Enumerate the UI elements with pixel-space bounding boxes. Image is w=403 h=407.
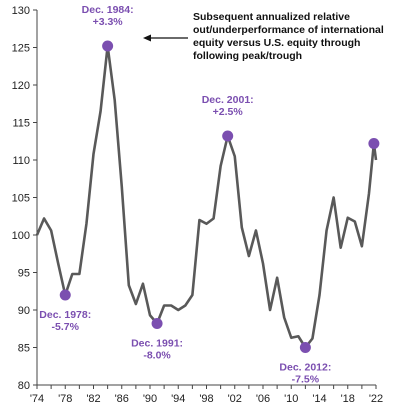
point-label: Dec. 2012: xyxy=(279,362,331,374)
y-tick-label: 115 xyxy=(12,118,30,130)
y-tick-label: 130 xyxy=(12,5,30,17)
x-tick-label: '10 xyxy=(284,393,298,405)
point-label: Dec. 1978: xyxy=(39,309,91,321)
highlight-point xyxy=(102,40,114,52)
annotation-line-1: Subsequent annualized relative xyxy=(193,11,350,23)
series-layer xyxy=(35,44,378,349)
point-label: -7.5% xyxy=(292,374,320,386)
y-axis-ticks: 80 85 90 95 100 105 110 115 120 125 130 xyxy=(12,5,37,392)
x-tick-label: '14 xyxy=(312,393,326,405)
series-line xyxy=(35,44,378,349)
point-label: Dec. 1984: xyxy=(82,4,134,16)
x-tick-label: '02 xyxy=(228,393,242,405)
x-tick-label: '82 xyxy=(86,393,100,405)
y-tick-label: 90 xyxy=(18,305,30,317)
y-tick-label: 120 xyxy=(12,80,30,92)
point-label: +2.5% xyxy=(213,106,244,118)
y-tick-label: 85 xyxy=(18,343,30,355)
x-tick-label: '78 xyxy=(58,393,72,405)
point-label: Dec. 1991: xyxy=(131,338,183,350)
x-tick-label: '22 xyxy=(369,393,383,405)
annotation-line-4: following peak/trough xyxy=(193,50,302,62)
highlight-point xyxy=(222,130,234,142)
y-tick-label: 125 xyxy=(12,43,30,55)
y-tick-label: 105 xyxy=(12,193,30,205)
x-tick-label: '94 xyxy=(171,393,185,405)
y-tick-label: 80 xyxy=(18,380,30,392)
x-tick-label: '86 xyxy=(115,393,129,405)
x-tick-label: '18 xyxy=(341,393,355,405)
x-tick-label: '98 xyxy=(199,393,213,405)
annotation-arrow xyxy=(143,34,188,42)
point-label: Dec. 2001: xyxy=(202,94,254,106)
y-tick-label: 95 xyxy=(18,268,30,280)
annotation-note: Subsequent annualized relative out/under… xyxy=(193,11,384,62)
point-label: -8.0% xyxy=(143,350,171,362)
x-axis-ticks: '74 '78 '82 '86 '90 '94 '98 '02 '06 '10 '14 '18 '22 xyxy=(30,385,383,405)
highlight-point xyxy=(151,318,163,329)
highlight-point xyxy=(59,289,71,301)
annotation-line-2: out/underperformance of international xyxy=(193,24,384,36)
point-label: -5.7% xyxy=(52,321,80,333)
annotation-line-3: equity versus U.S. equity through xyxy=(193,37,360,49)
highlight-point xyxy=(299,342,311,353)
x-tick-label: '06 xyxy=(256,393,270,405)
y-tick-label: 100 xyxy=(12,230,30,242)
x-tick-label: '90 xyxy=(143,393,157,405)
highlight-points xyxy=(59,40,380,353)
point-label: +3.3% xyxy=(93,16,124,28)
x-tick-label: '74 xyxy=(30,393,44,405)
highlight-point xyxy=(368,138,380,149)
y-tick-label: 110 xyxy=(12,155,30,167)
point-labels: Dec. 1978:-5.7% Dec. 1984:+3.3% Dec. 1991:… xyxy=(39,4,331,386)
